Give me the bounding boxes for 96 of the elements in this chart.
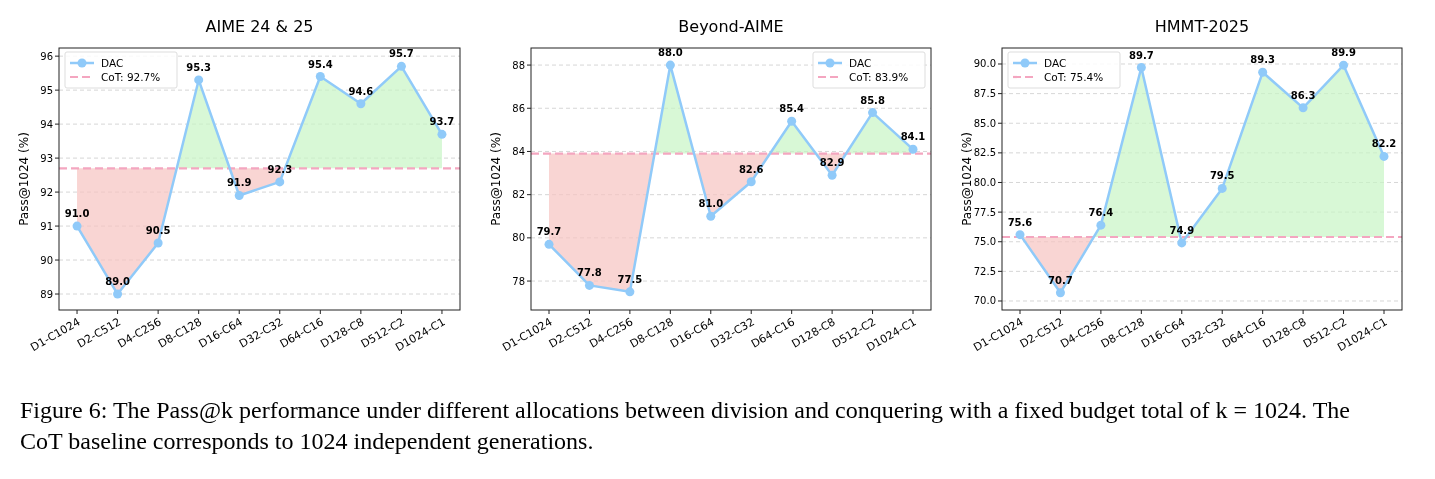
y-tick-label: 75.0 [973,236,996,248]
y-axis-title: Pass@1024 (%) [17,132,31,226]
point [584,280,594,290]
data-label: 77.5 [617,273,643,285]
legend-label: CoT: 83.9% [849,70,909,83]
data-label: 89.7 [1128,49,1154,61]
data-label: 90.5 [145,225,171,237]
data-label: 81.0 [698,198,724,210]
data-label: 91.0 [64,208,90,220]
point [544,239,554,249]
point [437,129,447,139]
y-tick-label: 77.5 [973,206,996,218]
point [356,99,366,109]
legend-label: DAC [101,56,124,69]
y-tick-label: 82.5 [973,147,996,159]
data-label: 79.7 [536,226,562,238]
data-label: 75.6 [1007,216,1033,228]
point [868,108,878,118]
data-label: 95.4 [307,58,333,70]
point [153,238,163,248]
y-tick-label: 88 [512,59,525,71]
data-label: 74.9 [1169,224,1195,236]
y-tick-label: 86 [512,102,525,114]
point [1136,63,1146,73]
y-tick-label: 92 [40,186,53,198]
y-tick-label: 72.5 [973,265,996,277]
y-tick-label: 96 [40,50,53,62]
point [1055,288,1065,298]
point [827,170,837,180]
point [1217,183,1227,193]
data-label: 70.7 [1048,274,1073,286]
data-label: 91.9 [226,177,252,189]
data-label: 89.3 [1250,54,1276,66]
point [315,72,325,82]
y-tick-label: 78 [512,275,525,287]
data-label: 77.8 [577,267,602,279]
chart-title: Beyond-AIME [678,17,784,36]
y-tick-label: 91 [40,220,53,232]
legend-label: CoT: 75.4% [1044,70,1104,83]
y-tick-label: 80.0 [973,177,996,188]
y-tick-label: 93 [40,152,53,164]
legend-label: DAC [1044,56,1067,69]
chart-title: HMMT-2025 [1154,17,1250,36]
data-label: 89.9 [1331,47,1356,59]
point [1096,220,1106,230]
point [908,144,918,154]
point [706,211,716,221]
y-tick-label: 84 [512,145,525,157]
y-tick-label: 70.0 [973,295,996,307]
point [275,177,285,187]
y-tick-label: 87.5 [973,88,996,100]
point [1177,238,1187,248]
y-tick-label: 80 [512,232,525,244]
point [72,221,82,231]
point [1258,67,1268,77]
y-axis-title: Pass@1024 (%) [489,132,503,226]
data-label: 82.6 [738,163,764,175]
point [746,177,756,187]
data-label: 84.1 [900,131,926,143]
point [1379,151,1389,161]
point [1015,230,1025,240]
legend-label: DAC [849,56,872,69]
data-label: 85.8 [860,94,885,106]
point [396,61,406,71]
data-label: 85.4 [779,103,805,115]
data-label: 89.0 [105,276,130,288]
data-label: 76.4 [1088,207,1114,219]
data-label: 95.3 [186,61,212,73]
legend-label: CoT: 92.7% [101,70,161,83]
y-tick-label: 94 [40,118,53,130]
y-tick-label: 89 [40,288,53,300]
point [1339,60,1349,70]
y-axis-title: Pass@1024 (%) [960,132,974,226]
chart-title: AIME 24 & 25 [205,17,314,36]
point [234,190,244,200]
data-label: 88.0 [657,47,683,59]
y-tick-label: 90 [40,254,53,266]
data-label: 92.3 [267,163,293,175]
y-tick-label: 95 [40,84,53,96]
point [625,287,635,297]
y-tick-label: 85.0 [973,117,996,129]
point [665,60,675,70]
data-label: 93.7 [429,116,455,128]
y-tick-label: 82 [512,189,525,201]
data-label: 94.6 [348,85,374,97]
point [1298,103,1308,113]
point [787,116,797,126]
data-label: 95.7 [389,48,414,60]
data-label: 82.9 [819,157,845,169]
point [113,289,123,299]
y-tick-label: 90.0 [973,58,996,70]
data-label: 79.5 [1209,170,1235,182]
point [194,75,204,85]
data-label: 82.2 [1371,138,1397,150]
data-label: 86.3 [1290,89,1316,101]
caption: Figure 6: The Pass@k performance under different allocations between division and conquering with a fixed budget total of k = 1024. The CoT baseline corresponds to 1024 independent generations. [20,397,1350,454]
